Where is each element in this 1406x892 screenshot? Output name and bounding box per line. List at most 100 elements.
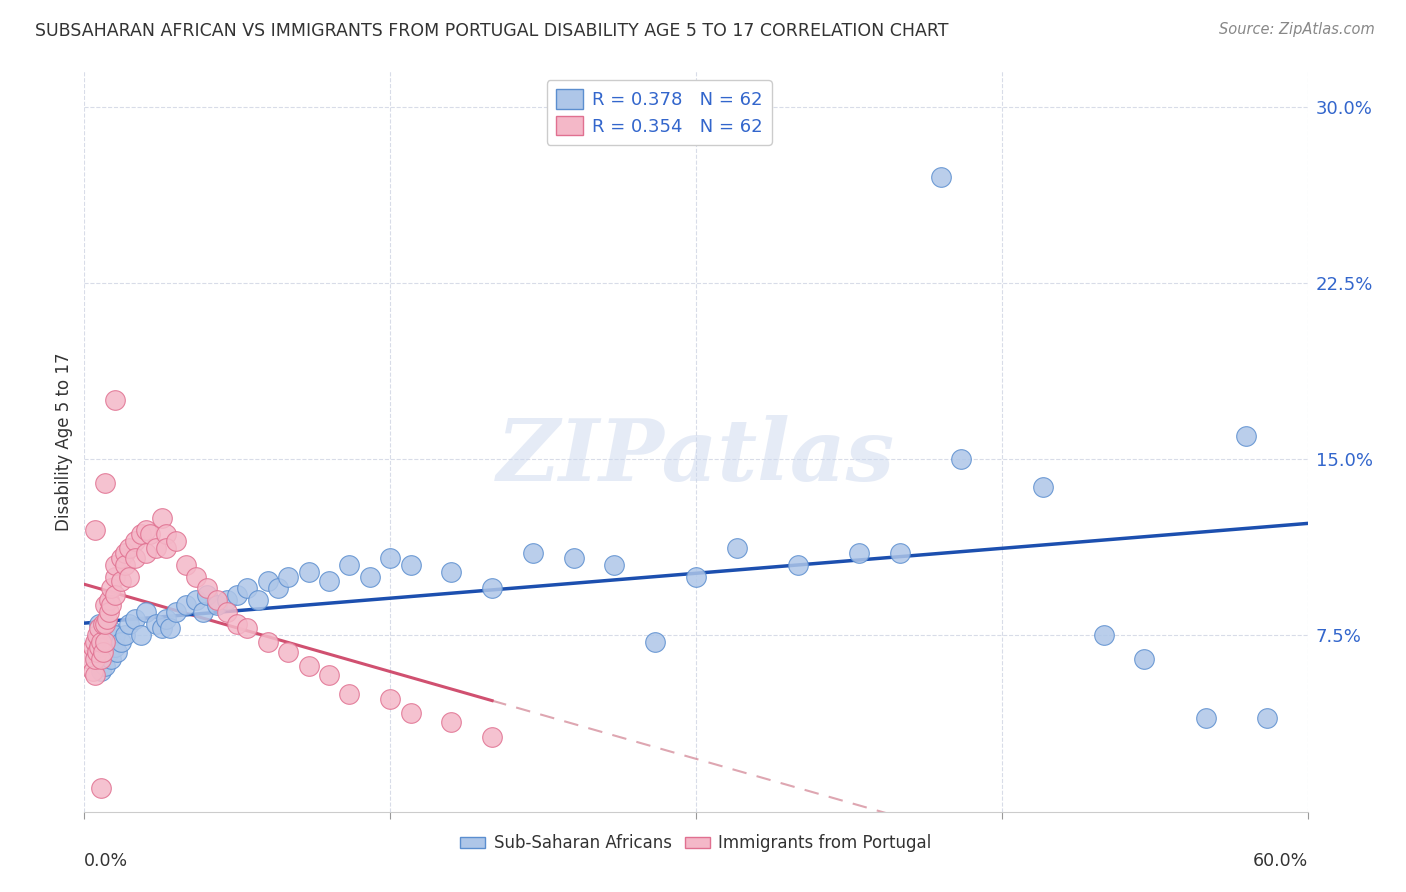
Point [82, 640, 104, 655]
Point [950, 452, 973, 467]
Point [90, 664, 112, 678]
Point [155, 612, 177, 626]
Point [104, 628, 127, 642]
Point [277, 645, 299, 659]
Point [217, 593, 239, 607]
Point [110, 574, 132, 589]
Point [155, 541, 177, 556]
Point [191, 605, 214, 619]
Point [195, 582, 218, 596]
Point [97, 621, 120, 635]
Point [1133, 652, 1156, 666]
Point [90, 652, 112, 666]
Point [226, 589, 249, 603]
Point [118, 616, 141, 631]
Point [104, 640, 127, 655]
Point [86, 645, 108, 659]
Point [380, 550, 402, 565]
Point [135, 546, 157, 560]
Point [644, 635, 666, 649]
Point [91, 645, 114, 659]
Point [87, 640, 110, 655]
Point [257, 574, 280, 589]
Point [298, 659, 321, 673]
Point [105, 645, 128, 659]
Text: SUBSAHARAN AFRICAN VS IMMIGRANTS FROM PORTUGAL DISABILITY AGE 5 TO 17 CORRELATIO: SUBSAHARAN AFRICAN VS IMMIGRANTS FROM PO… [35, 22, 949, 40]
Point [186, 593, 208, 607]
Point [100, 652, 122, 666]
Text: 0.0%: 0.0% [84, 853, 128, 871]
Point [131, 628, 153, 642]
Point [114, 546, 136, 560]
Point [257, 635, 280, 649]
Point [110, 550, 132, 565]
Point [246, 593, 269, 607]
Point [138, 527, 160, 541]
Point [522, 546, 544, 560]
Point [399, 706, 422, 720]
Point [114, 628, 136, 642]
Point [114, 558, 136, 572]
Point [93, 635, 115, 649]
Point [124, 534, 146, 549]
Point [91, 645, 114, 659]
Point [186, 570, 208, 584]
Point [135, 523, 157, 537]
Point [195, 589, 218, 603]
Point [104, 393, 127, 408]
Legend: Sub-Saharan Africans, Immigrants from Portugal: Sub-Saharan Africans, Immigrants from Po… [454, 828, 938, 859]
Text: ZIPatlas: ZIPatlas [496, 415, 896, 498]
Point [298, 565, 321, 579]
Point [104, 558, 127, 572]
Y-axis label: Disability Age 5 to 17: Disability Age 5 to 17 [55, 352, 73, 531]
Point [93, 659, 115, 673]
Point [205, 598, 228, 612]
Point [118, 570, 141, 584]
Point [725, 541, 748, 556]
Point [1256, 711, 1278, 725]
Point [889, 546, 911, 560]
Point [104, 589, 127, 603]
Point [90, 781, 112, 796]
Point [236, 621, 259, 635]
Point [83, 523, 105, 537]
Point [104, 570, 127, 584]
Point [91, 616, 114, 631]
Text: Source: ZipAtlas.com: Source: ZipAtlas.com [1219, 22, 1375, 37]
Point [787, 558, 810, 572]
Point [150, 511, 173, 525]
Point [87, 616, 110, 631]
Point [226, 616, 249, 631]
Point [685, 570, 707, 584]
Point [481, 730, 503, 744]
Point [93, 598, 115, 612]
Point [165, 605, 187, 619]
Point [124, 550, 146, 565]
Point [1236, 428, 1258, 442]
Point [86, 640, 108, 655]
Point [205, 593, 228, 607]
Point [79, 652, 101, 666]
Point [174, 558, 197, 572]
Point [87, 621, 110, 635]
Point [1092, 628, 1115, 642]
Point [399, 558, 422, 572]
Point [380, 692, 402, 706]
Point [131, 527, 153, 541]
Point [82, 664, 104, 678]
Point [562, 550, 585, 565]
Point [86, 628, 108, 642]
Point [159, 621, 181, 635]
Point [236, 582, 259, 596]
Point [100, 582, 122, 596]
Point [339, 558, 361, 572]
Point [155, 527, 177, 541]
Point [440, 715, 463, 730]
Point [318, 668, 340, 682]
Point [96, 612, 118, 626]
Point [124, 612, 146, 626]
Point [97, 605, 120, 619]
Point [135, 605, 157, 619]
Point [97, 593, 120, 607]
Point [90, 635, 112, 649]
